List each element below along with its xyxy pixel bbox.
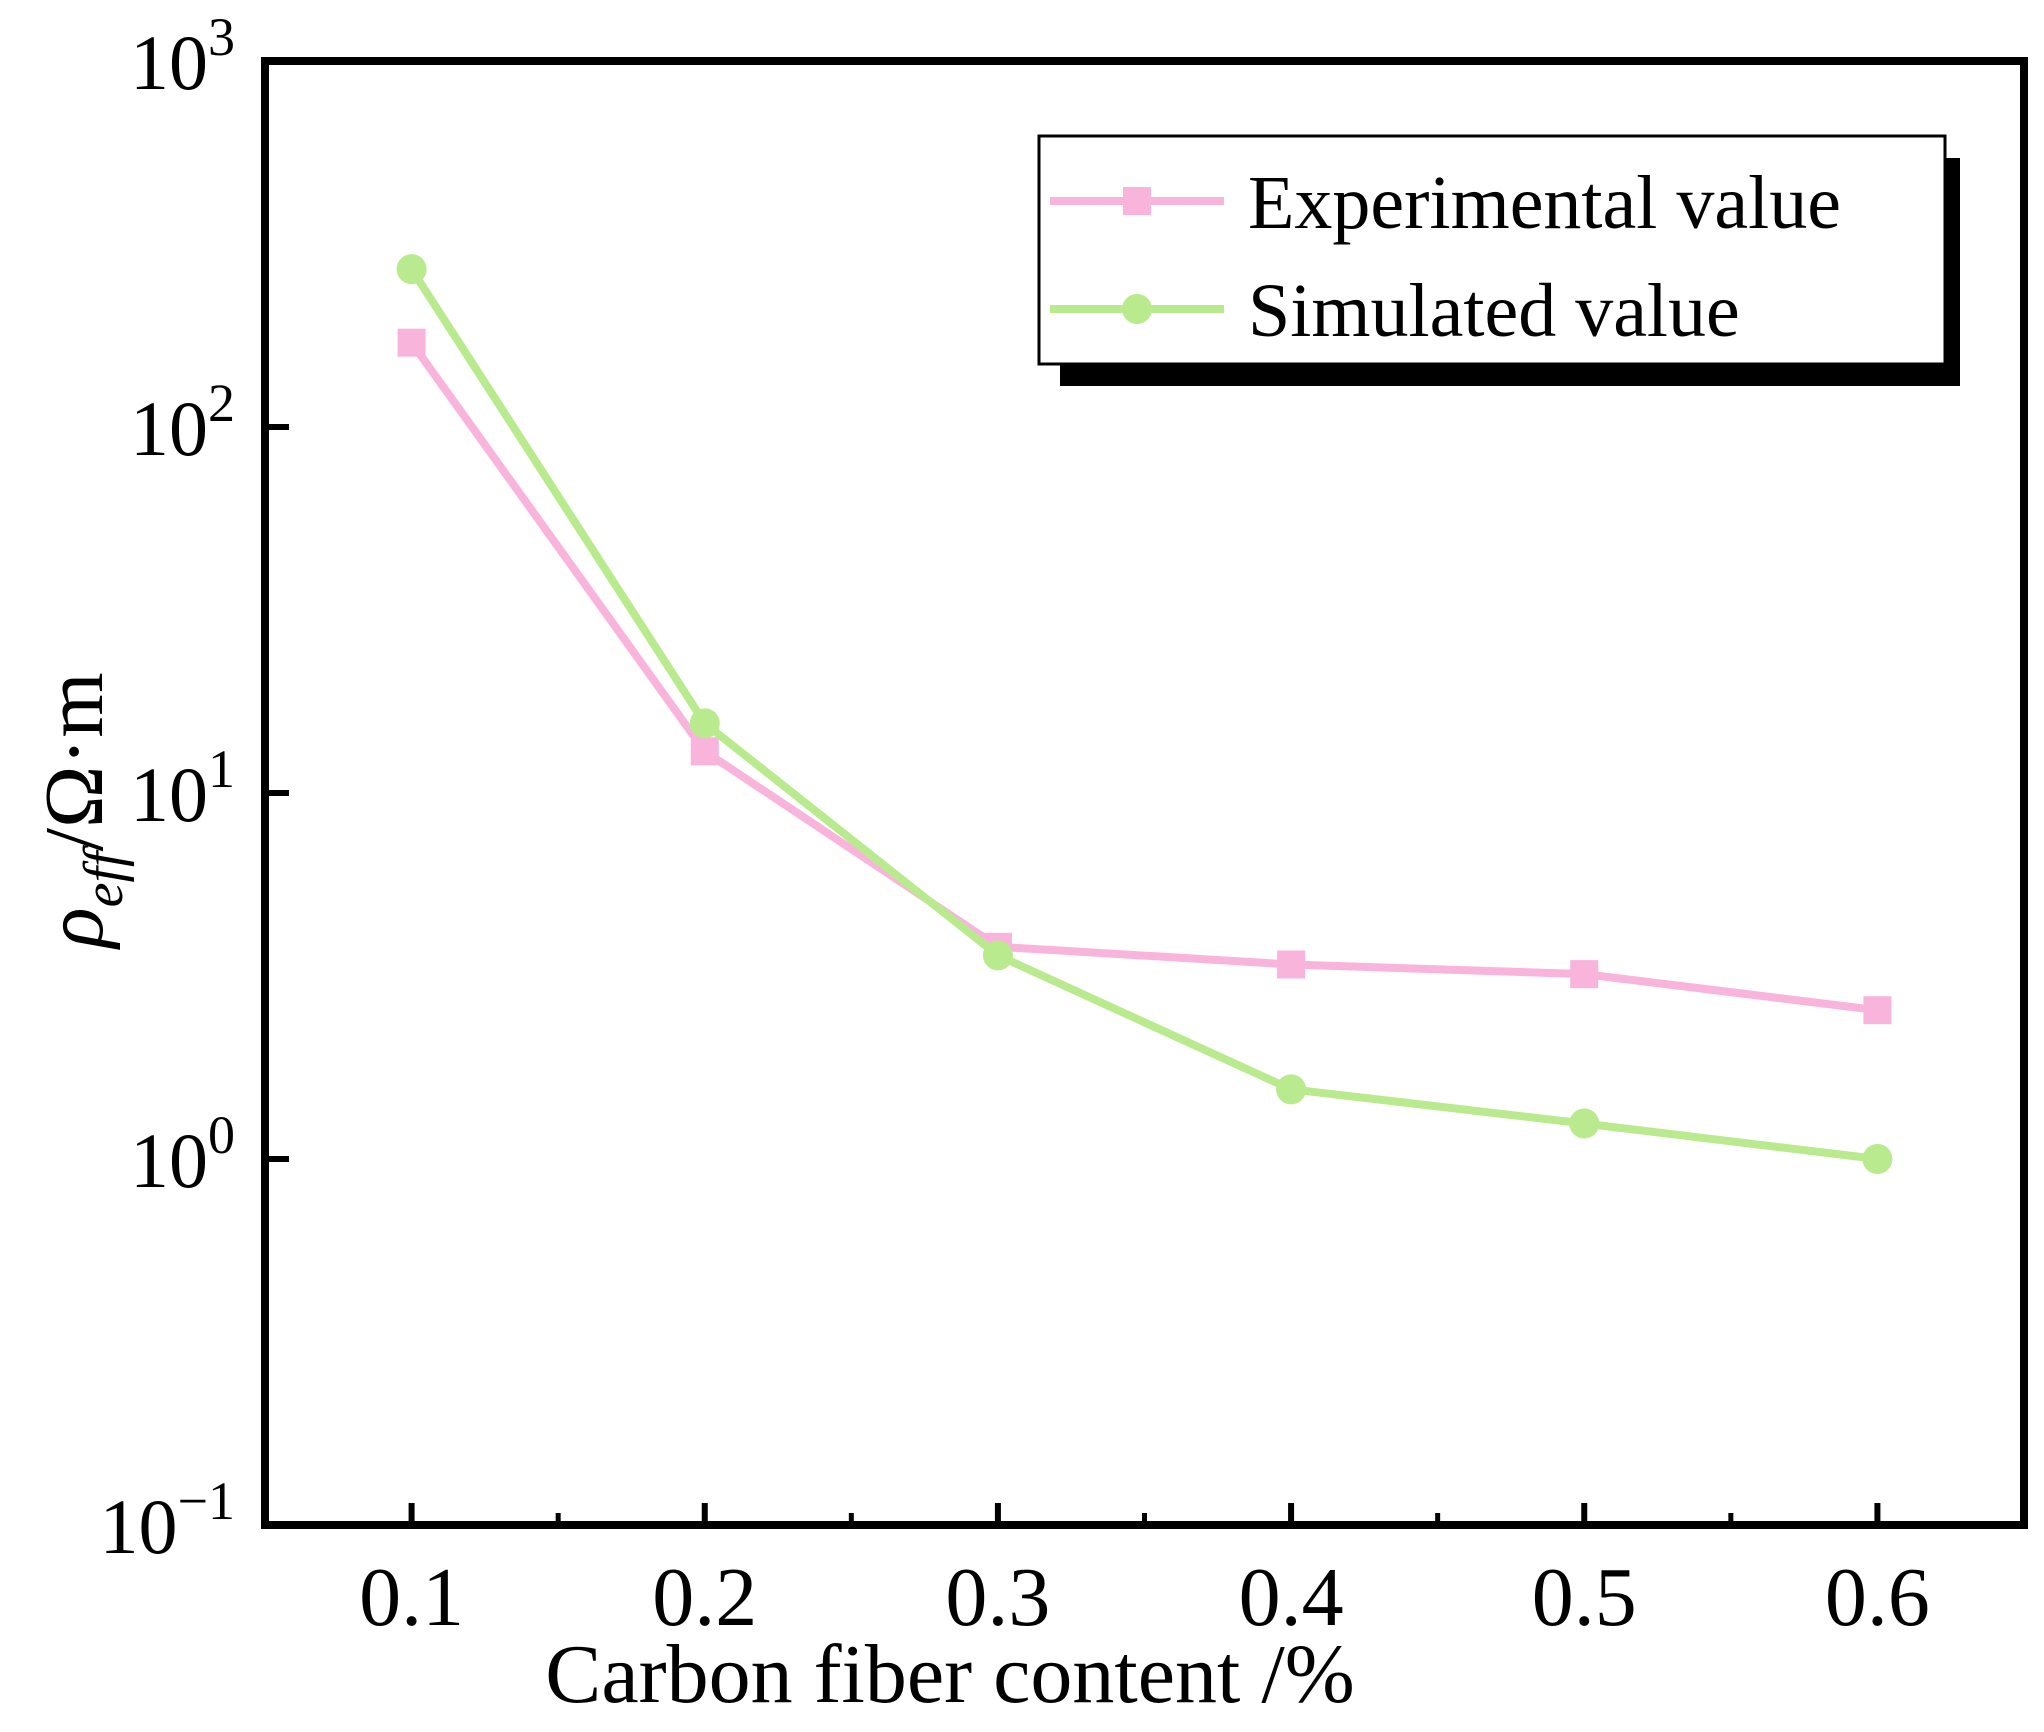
y-tick-base: 10	[130, 751, 208, 838]
series-simulated-value	[396, 254, 1893, 1174]
data-point-square	[397, 328, 426, 357]
data-point-circle	[1569, 1108, 1600, 1139]
data-point-square	[690, 737, 719, 766]
legend-marker-circle	[1122, 294, 1152, 324]
x-tick-label: 0.1	[359, 1551, 464, 1644]
legend-label: Experimental value	[1248, 161, 1841, 245]
y-tick-exponent: −1	[178, 1471, 235, 1531]
y-tick-label: 101	[130, 739, 235, 838]
x-tick-label: 0.4	[1239, 1551, 1344, 1644]
y-tick-exponent: 1	[208, 739, 235, 799]
y-tick-label: 100	[130, 1105, 235, 1204]
series-experimental-value	[397, 328, 1892, 1025]
y-tick-label: 102	[130, 373, 235, 472]
x-tick-label: 0.2	[652, 1551, 757, 1644]
x-tick-label: 0.5	[1532, 1551, 1637, 1644]
y-tick-exponent: 3	[208, 7, 235, 67]
y-tick-label: 10−1	[100, 1471, 235, 1570]
data-point-circle	[689, 708, 720, 739]
x-axis-title: Carbon fiber content /%	[545, 1628, 1354, 1721]
y-axis-title: ρeff/Ω·m	[28, 672, 135, 950]
y-tick-base: 10	[130, 19, 208, 106]
data-point-circle	[396, 254, 427, 285]
x-tick-label: 0.3	[945, 1551, 1050, 1644]
series-line	[408, 340, 1878, 1015]
data-point-square	[1277, 950, 1306, 979]
y-tick-base: 10	[130, 1117, 208, 1204]
y-axis-subscript: eff	[73, 844, 135, 907]
legend: Experimental value Simulated value	[1037, 134, 1960, 386]
y-tick-base: 10	[130, 385, 208, 472]
legend-entries: Experimental value Simulated value	[1050, 161, 1841, 353]
data-point-square	[1570, 960, 1599, 989]
series-layer	[396, 254, 1893, 1174]
data-point-circle	[1276, 1074, 1307, 1105]
x-tick-label: 0.6	[1825, 1551, 1930, 1644]
data-point-circle	[1862, 1144, 1893, 1174]
y-tick-base: 10	[100, 1483, 178, 1570]
y-axis-unit: /Ω·m	[28, 672, 121, 851]
y-axis-symbol: ρ	[28, 907, 121, 950]
legend-box	[1037, 134, 1947, 366]
legend-label: Simulated value	[1248, 269, 1740, 353]
y-tick-exponent: 0	[208, 1105, 235, 1165]
data-point-square	[1863, 996, 1892, 1025]
data-point-circle	[982, 940, 1013, 971]
y-tick-label: 103	[130, 7, 235, 106]
legend-marker-square	[1123, 187, 1151, 215]
y-tick-exponent: 2	[208, 373, 235, 433]
series-line	[408, 266, 1878, 1163]
